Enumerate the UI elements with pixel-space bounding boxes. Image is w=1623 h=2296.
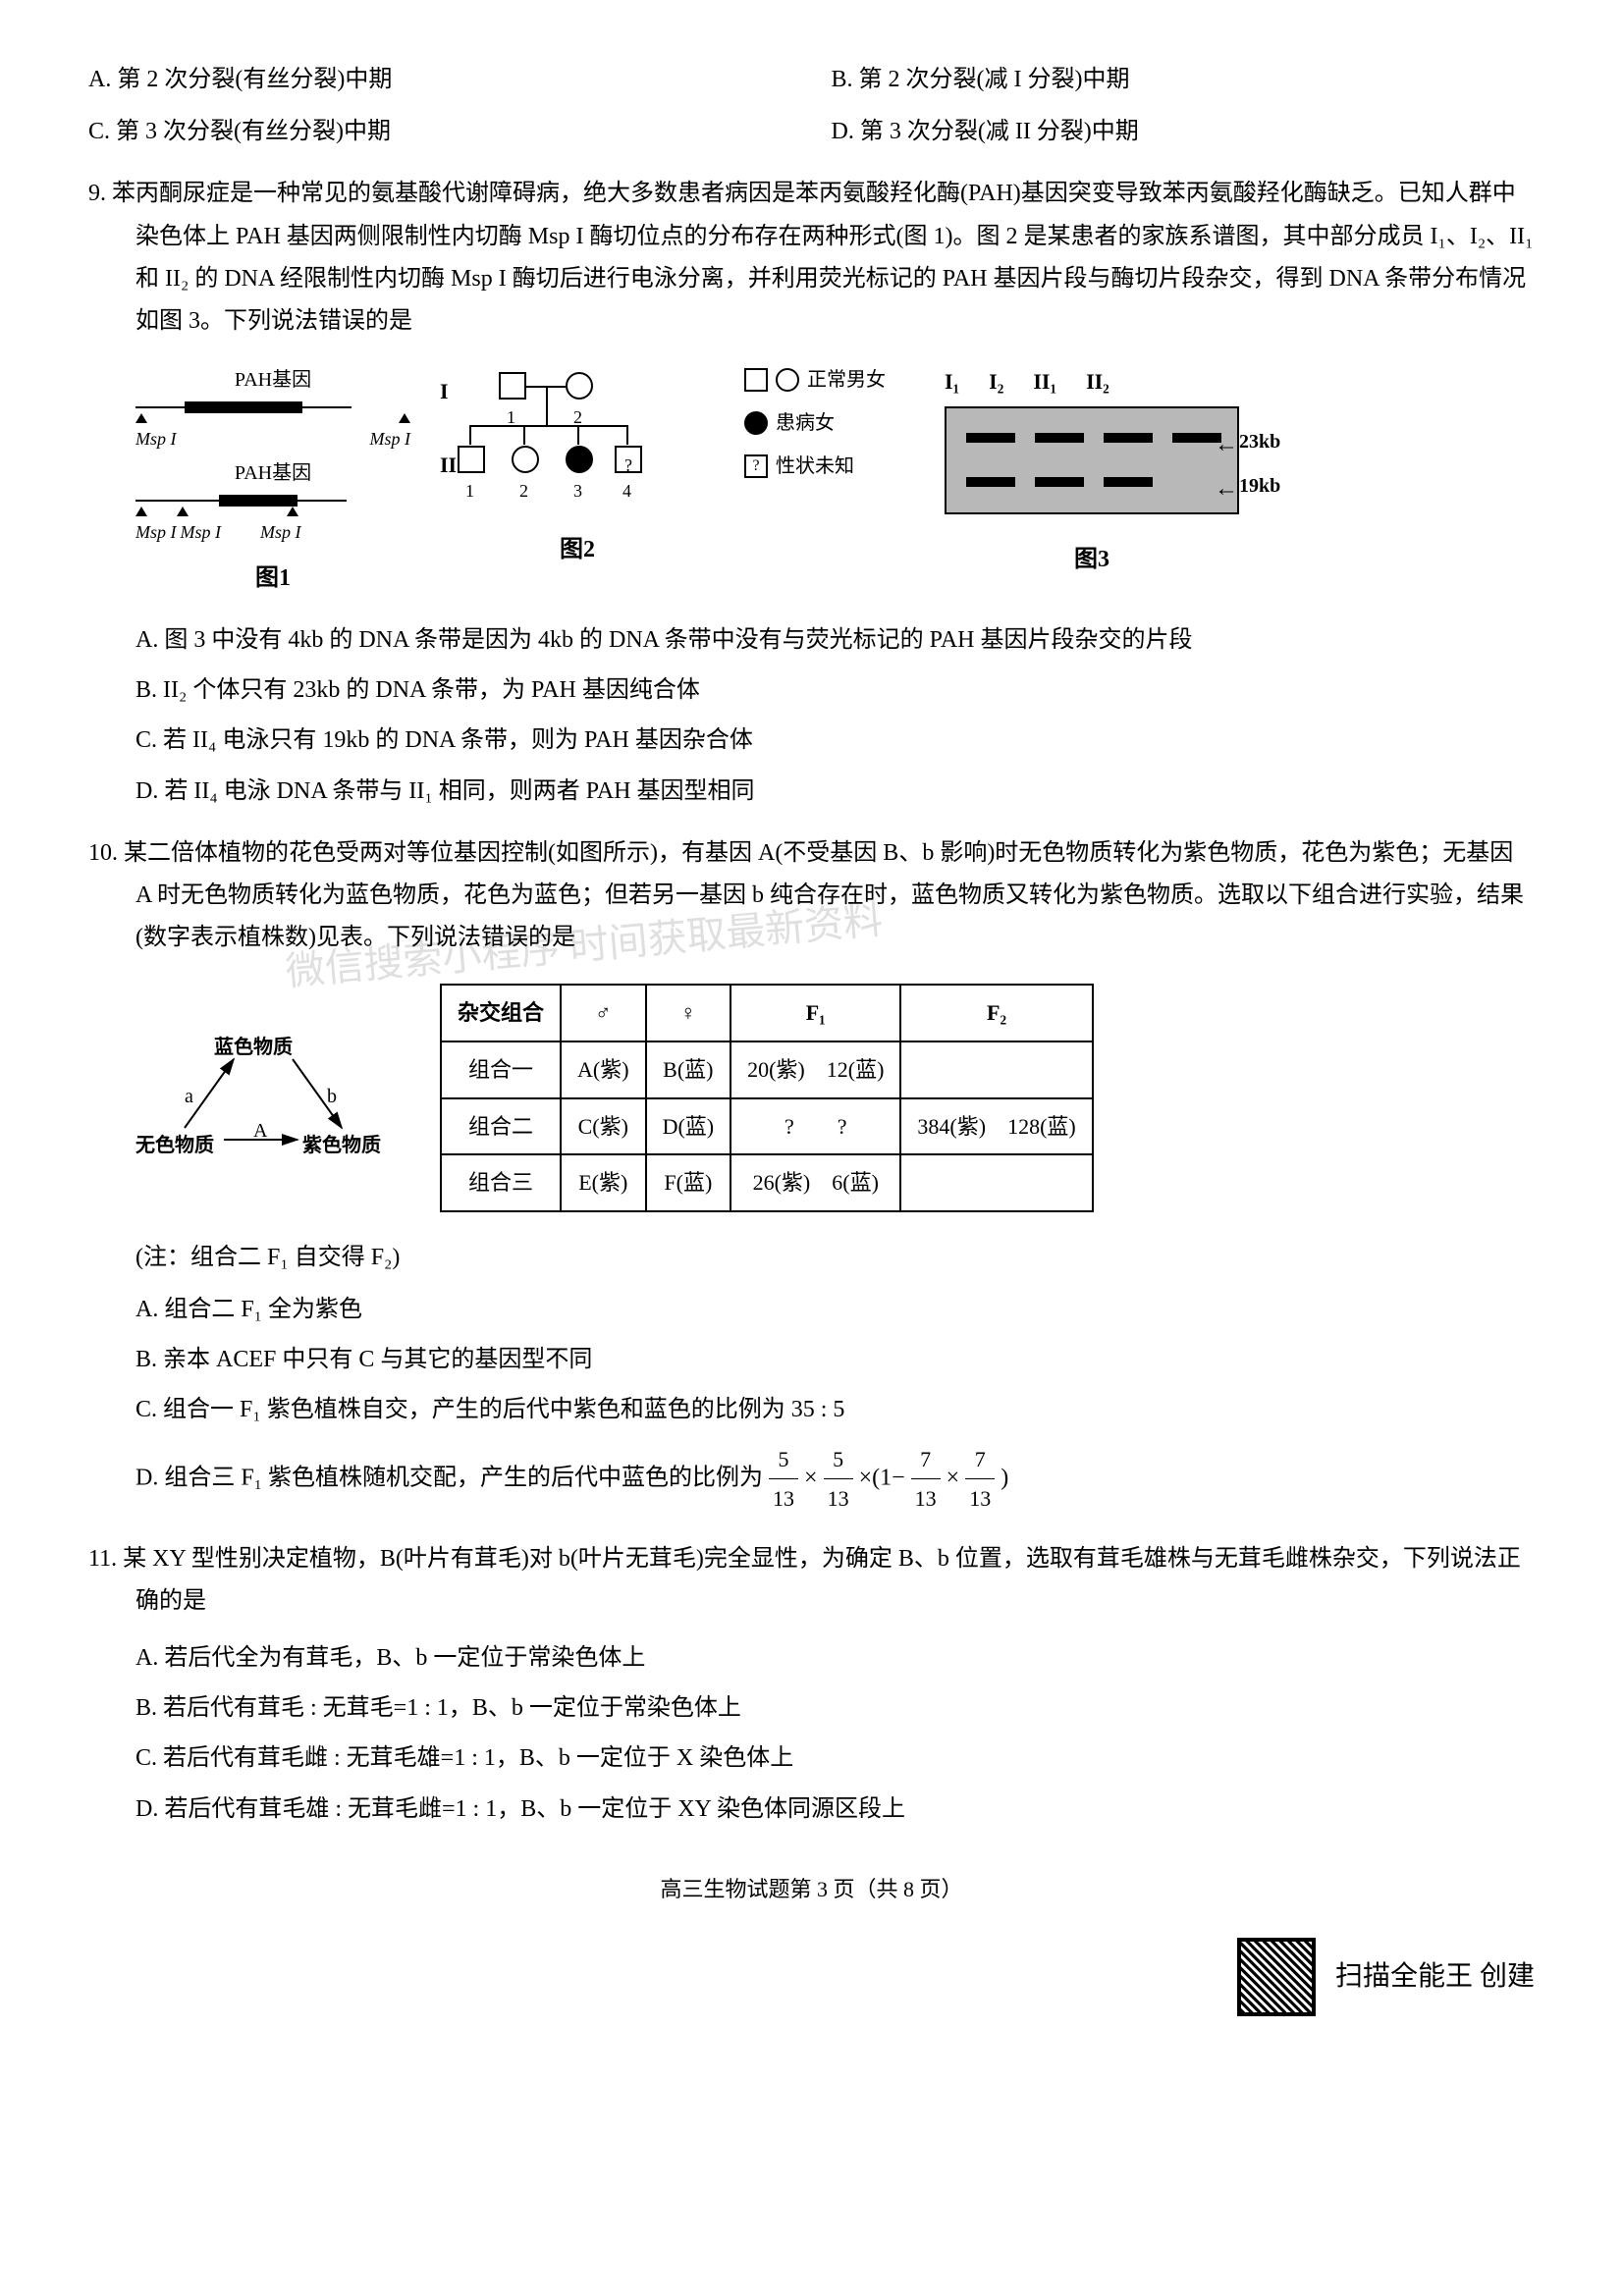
size-23kb: 23kb <box>1239 424 1280 459</box>
gen-2: II <box>440 446 457 485</box>
q10-table: 杂交组合 ♂ ♀ F₁ F₂ 组合一 A(紫) B(蓝) 20(紫) 12(蓝)… <box>440 984 1094 1211</box>
q9-diagrams: PAH基因 Msp I Msp I PAH基因 <box>88 362 1535 600</box>
ped-I-1 <box>499 372 526 400</box>
q11-option-b: B. 若后代有茸毛 : 无茸毛=1 : 1，B、b 一定位于常染色体上 <box>135 1687 1535 1730</box>
ped-II-1 <box>458 446 485 473</box>
msp-label: Msp I <box>135 516 177 548</box>
q11-option-d: D. 若后代有茸毛雄 : 无茸毛雌=1 : 1，B、b 一定位于 XY 染色体同… <box>135 1789 1535 1831</box>
th-f1: F₁ <box>730 985 900 1041</box>
th-cross: 杂交组合 <box>441 985 561 1041</box>
qr-text: 扫描全能王 创建 <box>1335 1952 1535 2002</box>
q11: 11. 某 XY 型性别决定植物，B(叶片有茸毛)对 b(叶片无茸毛)完全显性，… <box>88 1538 1535 1831</box>
th-male: ♂ <box>561 985 646 1041</box>
legend-unknown: 性状未知 <box>776 449 854 484</box>
qr-code-icon <box>1237 1938 1316 2016</box>
q8-option-b: B. 第 2 次分裂(减 I 分裂)中期 <box>832 59 1536 101</box>
gel-h4: II₂ <box>1086 362 1109 401</box>
pah-title-1: PAH基因 <box>135 362 410 398</box>
q10-text: 10. 某二倍体植物的花色受两对等位基因控制(如图所示)，有基因 A(不受基因 … <box>88 832 1535 960</box>
q11-option-c: C. 若后代有茸毛雌 : 无茸毛雄=1 : 1，B、b 一定位于 X 染色体上 <box>135 1737 1535 1780</box>
q8-option-d: D. 第 3 次分裂(减 II 分裂)中期 <box>832 111 1536 153</box>
size-19kb: 19kb <box>1239 468 1280 504</box>
msp-label: Msp I <box>260 516 301 548</box>
figure-2: I 1 2 II 1 2 3 4 <box>440 362 715 571</box>
q8-options: A. 第 2 次分裂(有丝分裂)中期 B. 第 2 次分裂(减 I 分裂)中期 … <box>88 59 1535 153</box>
q9-option-b: B. II₂ 个体只有 23kb 的 DNA 条带，为 PAH 基因纯合体 <box>135 669 1535 712</box>
gel-h3: II₁ <box>1033 362 1056 401</box>
ped-I-2 <box>566 372 593 400</box>
legend-affected: 患病女 <box>776 405 835 441</box>
q9-option-c: C. 若 II₄ 电泳只有 19kb 的 DNA 条带，则为 PAH 基因杂合体 <box>135 720 1535 762</box>
msp-label: Msp I <box>370 423 411 454</box>
pathway-arrows <box>135 1030 410 1167</box>
arrow-icon: ← <box>1215 468 1238 510</box>
q11-option-a: A. 若后代全为有茸毛，B、b 一定位于常染色体上 <box>135 1637 1535 1680</box>
fig3-label: 图3 <box>915 539 1269 581</box>
th-f2: F₂ <box>900 985 1092 1041</box>
qr-area: 扫描全能王 创建 <box>88 1938 1535 2016</box>
q10-option-d: D. 组合三 F₁ 紫色植株随机交配，产生的后代中蓝色的比例为 513 × 51… <box>135 1440 1535 1519</box>
th-female: ♀ <box>646 985 731 1041</box>
q9-text: 9. 苯丙酮尿症是一种常见的氨基酸代谢障碍病，绝大多数患者病因是苯丙氨酸羟化酶(… <box>88 173 1535 343</box>
gen-1: I <box>440 372 449 411</box>
q9: 9. 苯丙酮尿症是一种常见的氨基酸代谢障碍病，绝大多数患者病因是苯丙氨酸羟化酶(… <box>88 173 1535 812</box>
figure-1: PAH基因 Msp I Msp I PAH基因 <box>135 362 410 600</box>
q8-option-c: C. 第 3 次分裂(有丝分裂)中期 <box>88 111 792 153</box>
legend-normal: 正常男女 <box>807 362 886 398</box>
page-footer: 高三生物试题第 3 页（共 8 页） <box>88 1870 1535 1909</box>
gel-h2: I₂ <box>989 362 1003 401</box>
gel-h1: I₁ <box>945 362 959 401</box>
q10-option-a: A. 组合二 F₁ 全为紫色 <box>135 1289 1535 1331</box>
arrow-icon: ← <box>1215 424 1238 466</box>
msp-label: Msp I <box>181 516 222 548</box>
ped-II-2 <box>512 446 539 473</box>
q10-option-c: C. 组合一 F₁ 紫色植株自交，产生的后代中紫色和蓝色的比例为 35 : 5 <box>135 1389 1535 1431</box>
q10-pathway: 蓝色物质 无色物质 紫色物质 a b A <box>135 1030 410 1167</box>
q11-text: 11. 某 XY 型性别决定植物，B(叶片有茸毛)对 b(叶片无茸毛)完全显性，… <box>88 1538 1535 1623</box>
figure-3: I₁ I₂ II₁ II₂ ← 23k <box>915 362 1269 581</box>
q9-option-a: A. 图 3 中没有 4kb 的 DNA 条带是因为 4kb 的 DNA 条带中… <box>135 619 1535 662</box>
fig2-label: 图2 <box>440 529 715 571</box>
q10: 10. 某二倍体植物的花色受两对等位基因控制(如图所示)，有基因 A(不受基因 … <box>88 832 1535 1519</box>
label-b: b <box>327 1079 337 1114</box>
fig1-label: 图1 <box>135 558 410 600</box>
q10-option-b: B. 亲本 ACEF 中只有 C 与其它的基因型不同 <box>135 1339 1535 1381</box>
label-A: A <box>253 1113 267 1148</box>
gel-box <box>945 406 1239 514</box>
ped-II-4 <box>615 446 642 473</box>
pah-title-2: PAH基因 <box>135 455 410 491</box>
pedigree-legend: 正常男女 患病女 ?性状未知 <box>744 362 886 492</box>
ped-II-3 <box>566 446 593 473</box>
q8-option-a: A. 第 2 次分裂(有丝分裂)中期 <box>88 59 792 101</box>
label-a: a <box>185 1079 193 1114</box>
msp-label: Msp I <box>135 423 177 454</box>
q10-note: (注：组合二 F₁ 自交得 F₂) <box>88 1237 1535 1279</box>
q9-option-d: D. 若 II₄ 电泳 DNA 条带与 II₁ 相同，则两者 PAH 基因型相同 <box>135 771 1535 813</box>
